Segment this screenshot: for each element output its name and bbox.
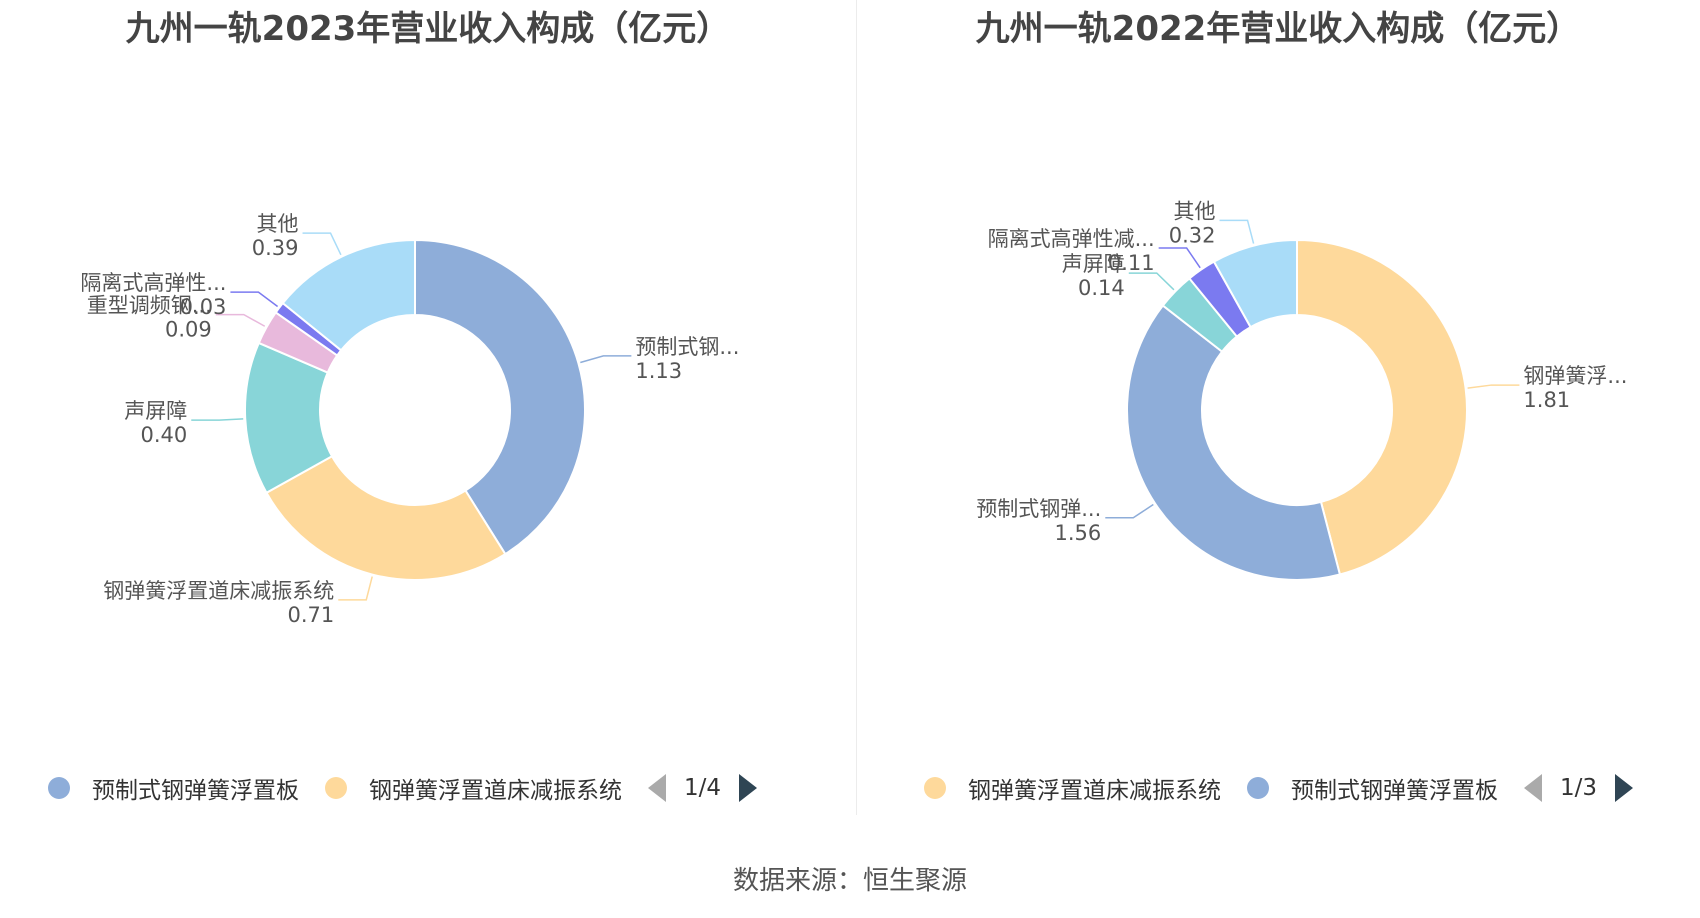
slice-value-label: 0.32 xyxy=(1169,223,1216,247)
legend-pager: 1/4 xyxy=(648,774,758,802)
label-leader-line xyxy=(1105,503,1154,519)
legend-label: 钢弹簧浮置道床减振系统 xyxy=(369,778,622,804)
chart-title-2023: 九州一轨2023年营业收入构成（亿元） xyxy=(125,9,731,49)
legend-label: 预制式钢弹簧浮置板 xyxy=(92,778,299,804)
chart-title-2022: 九州一轨2022年营业收入构成（亿元） xyxy=(975,9,1581,49)
label-leader-line xyxy=(191,418,244,421)
pie-slice-0-1[interactable] xyxy=(265,454,507,581)
prev-page-icon[interactable] xyxy=(648,774,666,802)
pie-slice-0-5[interactable] xyxy=(281,238,416,352)
slice-value-label: 0.09 xyxy=(165,318,212,342)
slice-label: 隔离式高弹性... xyxy=(80,271,226,295)
legend-item[interactable]: 钢弹簧浮置道床减振系统 xyxy=(924,771,1221,805)
legend-dot xyxy=(48,777,70,799)
prev-page-icon[interactable] xyxy=(1524,774,1542,802)
label-leader-line xyxy=(1158,247,1201,269)
slice-value-label: 0.11 xyxy=(1108,251,1155,275)
legend-item[interactable]: 钢弹簧浮置道床减振系统 xyxy=(325,771,622,805)
slice-label: 钢弹簧浮... xyxy=(1523,364,1627,388)
slice-value-label: 0.71 xyxy=(287,603,334,627)
label-leader-line xyxy=(338,576,373,601)
panel-divider xyxy=(856,0,857,815)
slice-label: 预制式钢弹... xyxy=(976,497,1101,521)
slice-value-label: 1.56 xyxy=(1055,521,1102,545)
slice-value-label: 0.40 xyxy=(140,423,187,447)
legend-dot xyxy=(924,777,946,799)
slice-label: 重型调频钢... xyxy=(87,294,212,318)
pie-slice-0-0[interactable] xyxy=(414,238,586,556)
slice-label: 钢弹簧浮置道床减振系统 xyxy=(103,579,334,603)
slice-value-label: 0.03 xyxy=(180,295,227,319)
legend-label: 钢弹簧浮置道床减振系统 xyxy=(968,778,1221,804)
slice-label: 声屏障 xyxy=(124,399,187,423)
label-leader-line xyxy=(1467,384,1520,389)
label-leader-line xyxy=(1219,219,1255,244)
label-leader-line xyxy=(580,355,632,364)
slice-label: 预制式钢... xyxy=(635,335,739,359)
next-page-icon[interactable] xyxy=(1615,774,1634,802)
next-page-icon[interactable] xyxy=(739,774,758,802)
pie-slice-1-4[interactable] xyxy=(1212,238,1298,329)
label-leader-line xyxy=(1128,272,1175,291)
label-leader-line xyxy=(230,291,279,308)
slice-label: 声屏障 xyxy=(1062,252,1125,276)
legend-item[interactable]: 预制式钢弹簧浮置板 xyxy=(48,771,299,805)
pie-slice-1-0[interactable] xyxy=(1296,238,1468,576)
slice-value-label: 0.39 xyxy=(252,236,299,260)
slice-label: 其他 xyxy=(257,212,299,236)
legend-dot xyxy=(1247,777,1269,799)
label-leader-line xyxy=(302,232,342,256)
slice-value-label: 1.81 xyxy=(1523,388,1570,412)
legend-label: 预制式钢弹簧浮置板 xyxy=(1291,778,1498,804)
legend-page-indicator: 1/4 xyxy=(684,775,722,801)
slice-value-label: 0.14 xyxy=(1078,276,1125,300)
legend-2023: 预制式钢弹簧浮置板 钢弹簧浮置道床减振系统 1/4 xyxy=(48,766,758,810)
legend-dot xyxy=(325,777,347,799)
legend-2022: 钢弹簧浮置道床减振系统 预制式钢弹簧浮置板 1/3 xyxy=(924,766,1634,810)
slice-label: 其他 xyxy=(1174,199,1216,223)
slice-value-label: 1.13 xyxy=(635,359,682,383)
label-leader-line xyxy=(215,313,266,327)
slice-label: 隔离式高弹性减... xyxy=(988,227,1155,251)
data-source-note: 数据来源：恒生聚源 xyxy=(732,866,967,896)
pie-slice-1-1[interactable] xyxy=(1126,304,1342,581)
legend-item[interactable]: 预制式钢弹簧浮置板 xyxy=(1247,771,1498,805)
legend-pager: 1/3 xyxy=(1524,774,1634,802)
legend-page-indicator: 1/3 xyxy=(1560,775,1598,801)
